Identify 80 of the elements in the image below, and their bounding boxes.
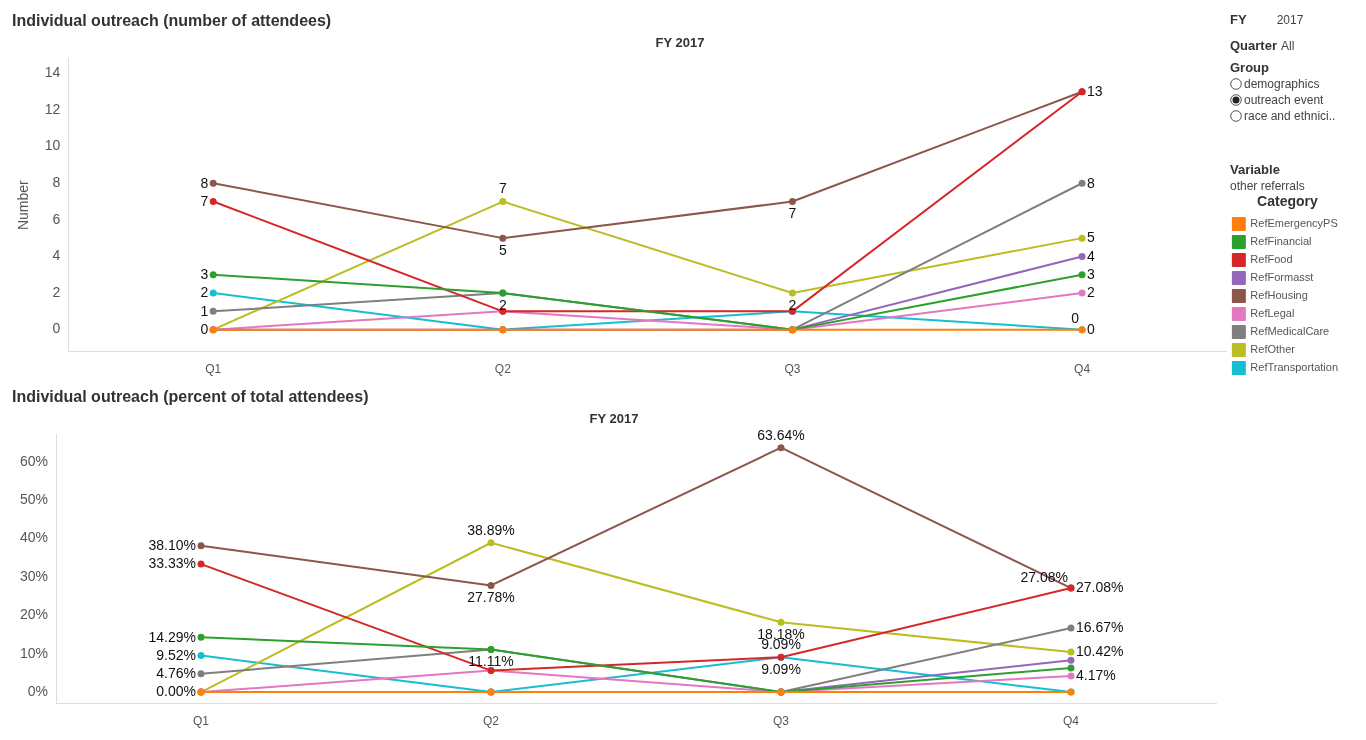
data-label: 0 — [200, 321, 209, 337]
data-label: 13 — [1087, 83, 1103, 100]
text: 2017 — [1276, 12, 1304, 28]
data-label: 33.33% — [148, 555, 197, 572]
legend-label: RefOther — [1250, 343, 1296, 356]
chart-title: Individual outreach (percent of total attendees) — [12, 388, 369, 406]
text: race and ethnici.. — [1244, 108, 1336, 124]
y-tick-label: 10% — [19, 644, 49, 661]
data-label: 2 — [200, 284, 209, 301]
text: other referrals — [1230, 178, 1306, 194]
data-label: 27.08% — [1076, 579, 1124, 596]
data-label: 38.10% — [148, 537, 197, 554]
y-tick-label: 10 — [44, 137, 61, 154]
y-tick-label: 30% — [19, 567, 49, 584]
x-tick-label: Q4 — [1074, 362, 1091, 377]
data-label: 9.09% — [761, 661, 801, 678]
chart-title: Individual outreach (number of attendees) — [12, 12, 332, 30]
y-axis-title: Number — [15, 179, 32, 231]
y-tick-label: 60% — [19, 452, 49, 469]
text: All — [1280, 38, 1295, 54]
y-tick-label: 4 — [52, 247, 61, 264]
data-label: 14.29% — [148, 628, 197, 645]
data-label: 3 — [1087, 266, 1096, 283]
legend-label: RefFood — [1250, 253, 1293, 266]
legend-label: RefFormasst — [1250, 271, 1314, 284]
legend-label: RefHousing — [1250, 289, 1308, 302]
data-label: 63.64% — [757, 426, 805, 443]
legend-label: RefMedicalCare — [1250, 325, 1330, 338]
text: FY — [1230, 12, 1247, 28]
y-tick-label: 0% — [27, 682, 49, 699]
data-label: 0.00% — [156, 683, 197, 700]
data-label: 1 — [200, 302, 209, 319]
data-label: 8 — [1087, 174, 1096, 191]
x-tick-label: Q4 — [1062, 714, 1080, 729]
y-tick-label: 8 — [52, 174, 61, 191]
text: Group — [1230, 60, 1270, 76]
text: demographics — [1244, 76, 1320, 92]
data-label: 4 — [1087, 247, 1096, 264]
y-tick-label: 2 — [52, 283, 61, 300]
data-label: 16.67% — [1076, 619, 1124, 636]
data-label: 9.52% — [156, 646, 197, 663]
text: Quarter — [1230, 38, 1277, 54]
x-tick-label: Q1 — [205, 362, 222, 377]
data-label: 7 — [788, 205, 797, 222]
data-label: 38.89% — [467, 521, 515, 538]
data-label: 4.76% — [156, 665, 197, 682]
data-label: 27.78% — [467, 589, 515, 606]
y-tick-label: 12 — [44, 100, 61, 117]
data-label: 4.17% — [1076, 667, 1116, 684]
x-tick-label: Q2 — [483, 714, 500, 729]
legend-label: RefEmergencyPS — [1250, 217, 1338, 230]
text: outreach event — [1244, 92, 1324, 108]
x-tick-label: Q3 — [784, 362, 801, 377]
legend-label: RefTransportation — [1250, 361, 1339, 374]
x-tick-label: Q3 — [773, 714, 790, 729]
data-label: 3 — [200, 266, 209, 283]
data-label: 8 — [200, 174, 209, 191]
data-label: 2 — [1087, 284, 1096, 301]
chart-subtitle: FY 2017 — [589, 410, 639, 426]
data-label: 0 — [1071, 310, 1080, 327]
legend-label: RefLegal — [1250, 307, 1295, 320]
y-tick-label: 40% — [19, 529, 49, 546]
y-tick-label: 20% — [19, 606, 49, 623]
y-tick-label: 6 — [52, 210, 61, 227]
y-tick-label: 0 — [52, 320, 61, 337]
y-tick-label: 50% — [19, 490, 49, 507]
legend-label: RefFinancial — [1250, 235, 1312, 248]
text: Variable — [1230, 162, 1281, 178]
legend-title: Category — [1257, 193, 1318, 210]
x-tick-label: Q1 — [193, 714, 210, 729]
chart-subtitle: FY 2017 — [655, 34, 705, 50]
data-label: 0 — [1087, 321, 1096, 337]
x-tick-label: Q2 — [494, 362, 512, 377]
data-label: 7 — [200, 192, 209, 209]
data-label: 7 — [498, 180, 507, 197]
data-label: 5 — [498, 242, 507, 258]
data-label: 10.42% — [1076, 643, 1124, 660]
data-label: 5 — [1087, 229, 1096, 246]
y-tick-label: 14 — [44, 64, 61, 81]
data-label: 11.11% — [468, 653, 514, 670]
